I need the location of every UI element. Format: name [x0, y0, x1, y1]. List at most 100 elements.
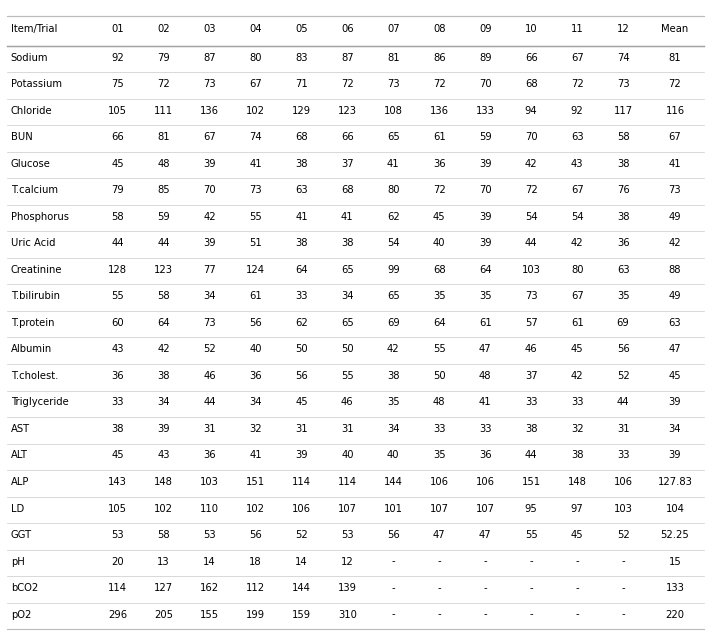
Text: 89: 89 — [479, 53, 491, 63]
Text: 47: 47 — [479, 530, 491, 540]
Text: 151: 151 — [246, 477, 265, 487]
Text: 48: 48 — [479, 371, 491, 381]
Text: T.bilirubin: T.bilirubin — [11, 291, 60, 301]
Text: 74: 74 — [616, 53, 629, 63]
Text: 18: 18 — [249, 557, 262, 566]
Text: 106: 106 — [614, 477, 633, 487]
Text: 34: 34 — [157, 397, 170, 408]
Text: 34: 34 — [249, 397, 262, 408]
Text: 47: 47 — [479, 344, 491, 354]
Text: 92: 92 — [571, 106, 584, 116]
Text: 73: 73 — [668, 186, 681, 195]
Text: 06: 06 — [341, 24, 353, 33]
Text: 112: 112 — [246, 583, 265, 593]
Text: 64: 64 — [433, 318, 446, 328]
Text: 47: 47 — [668, 344, 681, 354]
Text: Phosphorus: Phosphorus — [11, 212, 69, 222]
Text: 41: 41 — [668, 159, 681, 169]
Text: 03: 03 — [203, 24, 215, 33]
Text: 45: 45 — [571, 530, 584, 540]
Text: 83: 83 — [295, 53, 308, 63]
Text: 87: 87 — [203, 53, 215, 63]
Text: 31: 31 — [203, 424, 215, 434]
Text: Chloride: Chloride — [11, 106, 53, 116]
Text: 38: 38 — [157, 371, 170, 381]
Text: 68: 68 — [525, 79, 538, 89]
Text: 53: 53 — [341, 530, 353, 540]
Text: 73: 73 — [203, 79, 215, 89]
Text: T.protein: T.protein — [11, 318, 54, 328]
Text: 33: 33 — [617, 451, 629, 460]
Text: 38: 38 — [387, 371, 400, 381]
Text: 106: 106 — [292, 503, 311, 514]
Text: 72: 72 — [668, 79, 681, 89]
Text: -: - — [483, 583, 487, 593]
Text: 65: 65 — [341, 318, 353, 328]
Text: 65: 65 — [387, 291, 400, 301]
Text: 44: 44 — [203, 397, 215, 408]
Text: 87: 87 — [341, 53, 353, 63]
Text: -: - — [530, 583, 533, 593]
Text: 102: 102 — [246, 503, 265, 514]
Text: 36: 36 — [479, 451, 491, 460]
Text: 09: 09 — [479, 24, 491, 33]
Text: 41: 41 — [249, 451, 262, 460]
Text: 67: 67 — [203, 132, 216, 143]
Text: -: - — [392, 583, 395, 593]
Text: Potassium: Potassium — [11, 79, 62, 89]
Text: 38: 38 — [617, 159, 629, 169]
Text: 44: 44 — [112, 238, 124, 248]
Text: 76: 76 — [616, 186, 629, 195]
Text: 72: 72 — [433, 79, 446, 89]
Text: 39: 39 — [479, 159, 491, 169]
Text: 66: 66 — [111, 132, 124, 143]
Text: 54: 54 — [571, 212, 584, 222]
Text: 63: 63 — [616, 265, 629, 275]
Text: LD: LD — [11, 503, 24, 514]
Text: 107: 107 — [476, 503, 495, 514]
Text: 41: 41 — [341, 212, 353, 222]
Text: 114: 114 — [292, 477, 311, 487]
Text: 199: 199 — [246, 609, 265, 620]
Text: 36: 36 — [249, 371, 262, 381]
Text: 64: 64 — [479, 265, 491, 275]
Text: 34: 34 — [387, 424, 400, 434]
Text: 14: 14 — [203, 557, 215, 566]
Text: 34: 34 — [203, 291, 215, 301]
Text: 70: 70 — [479, 79, 491, 89]
Text: 52: 52 — [616, 371, 629, 381]
Text: 155: 155 — [200, 609, 219, 620]
Text: 39: 39 — [157, 424, 170, 434]
Text: 73: 73 — [249, 186, 262, 195]
Text: 10: 10 — [525, 24, 538, 33]
Text: 34: 34 — [341, 291, 353, 301]
Text: BUN: BUN — [11, 132, 33, 143]
Text: -: - — [621, 583, 625, 593]
Text: 50: 50 — [341, 344, 353, 354]
Text: 148: 148 — [567, 477, 587, 487]
Text: 56: 56 — [249, 318, 262, 328]
Text: 101: 101 — [384, 503, 403, 514]
Text: ALT: ALT — [11, 451, 28, 460]
Text: 59: 59 — [479, 132, 491, 143]
Text: 105: 105 — [108, 106, 127, 116]
Text: 129: 129 — [292, 106, 311, 116]
Text: 41: 41 — [387, 159, 400, 169]
Text: -: - — [437, 609, 441, 620]
Text: 55: 55 — [111, 291, 124, 301]
Text: 39: 39 — [295, 451, 308, 460]
Text: 99: 99 — [387, 265, 400, 275]
Text: 44: 44 — [617, 397, 629, 408]
Text: -: - — [621, 609, 625, 620]
Text: 41: 41 — [249, 159, 262, 169]
Text: 39: 39 — [668, 397, 681, 408]
Text: -: - — [483, 609, 487, 620]
Text: 39: 39 — [203, 238, 215, 248]
Text: 62: 62 — [295, 318, 308, 328]
Text: Mean: Mean — [661, 24, 689, 33]
Text: Albumin: Albumin — [11, 344, 52, 354]
Text: 35: 35 — [433, 291, 446, 301]
Text: 133: 133 — [476, 106, 495, 116]
Text: 80: 80 — [387, 186, 400, 195]
Text: 08: 08 — [433, 24, 446, 33]
